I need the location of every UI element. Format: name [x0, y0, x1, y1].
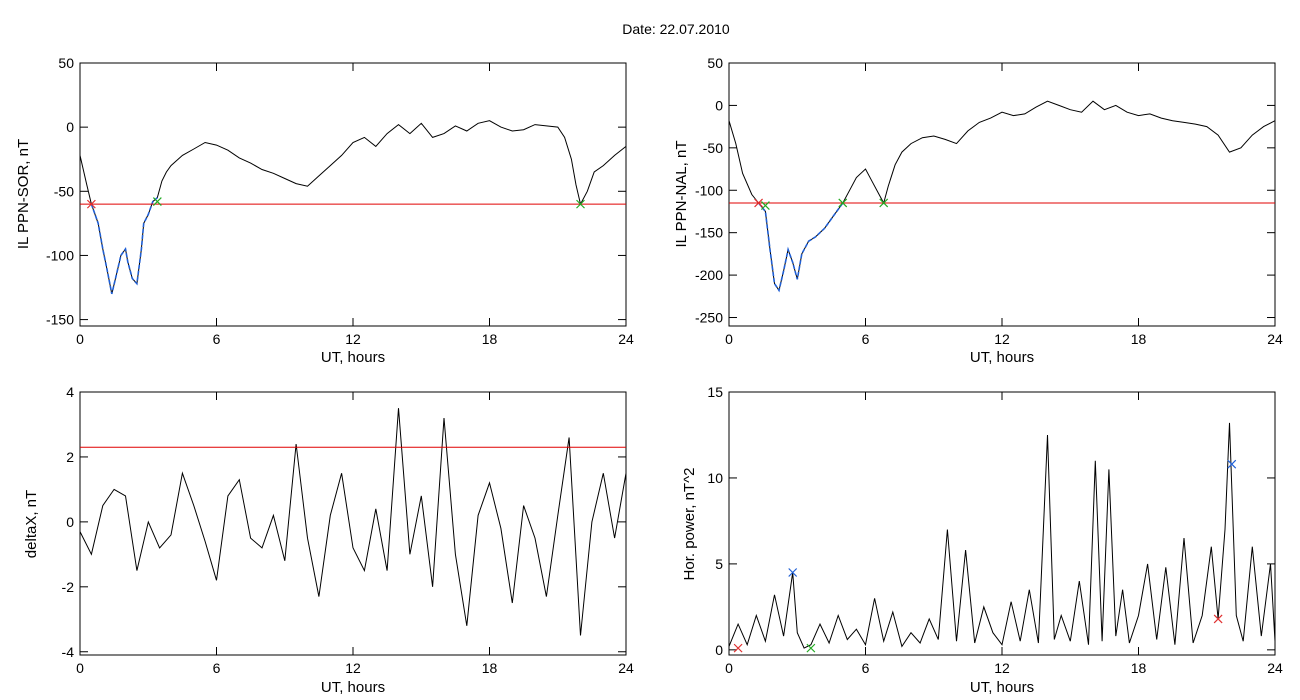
y-tick-label: 0	[715, 642, 723, 658]
x-axis-label-deltax: UT, hours	[321, 679, 385, 696]
x-tick-label: 0	[76, 660, 84, 676]
date-label: Date: 22.07.2010	[622, 21, 730, 37]
panel-nal: 0 6 12 18 24 -250 -200 -150 -100 -50 0 50 UT, hour…	[673, 55, 1283, 366]
y-ticks-deltax: -4 -2 0 2 4	[62, 384, 626, 660]
y-tick-label: 0	[66, 119, 74, 135]
data-trace-line	[79, 120, 627, 295]
y-tick-label: -250	[695, 310, 723, 326]
x-tick-label: 12	[345, 660, 361, 676]
y-ticks-nal: -250 -200 -150 -100 -50 0 50	[695, 55, 1275, 326]
event-marker-substorm	[788, 568, 798, 577]
y-tick-label: -50	[703, 140, 723, 156]
x-tick-label: 24	[618, 660, 634, 676]
plot-area-deltax	[79, 391, 627, 656]
event-marker-onset	[1213, 614, 1223, 624]
y-tick-label: 50	[707, 55, 723, 71]
series-deltax	[79, 408, 627, 636]
x-tick-label: 18	[482, 660, 498, 676]
y-tick-label: 0	[66, 514, 74, 530]
data-trace-line	[728, 100, 1276, 292]
event-marker-recovery	[576, 199, 585, 209]
x-tick-label: 12	[345, 331, 361, 347]
x-tick-label: 12	[994, 331, 1010, 347]
x-tick-label: 18	[1131, 660, 1147, 676]
x-ticks-sor: 0 6 12 18 24	[76, 63, 634, 347]
y-axis-label-nal: IL PPN-NAL, nT	[673, 141, 690, 248]
series-hpower	[728, 422, 1276, 653]
event-marker-recovery	[806, 643, 816, 653]
x-tick-label: 6	[862, 660, 870, 676]
x-ticks-nal: 0 6 12 18 24	[725, 63, 1283, 347]
x-tick-label: 24	[1267, 331, 1283, 347]
event-marker-recovery	[152, 197, 162, 206]
series-sor	[79, 120, 627, 295]
x-tick-label: 0	[725, 331, 733, 347]
y-axis-label-deltax: deltaX, nT	[23, 490, 40, 558]
y-tick-label: -2	[62, 579, 75, 595]
x-tick-label: 0	[76, 331, 84, 347]
event-marker-recovery	[760, 201, 770, 210]
y-ticks-sor: -150 -100 -50 0 50	[46, 55, 626, 328]
y-tick-label: 5	[715, 556, 723, 572]
x-axis-label-sor: UT, hours	[321, 349, 385, 366]
plot-area-sor	[79, 62, 627, 327]
event-marker-onset	[733, 643, 743, 653]
x-axis-label-hpower: UT, hours	[970, 679, 1034, 696]
data-trace-line	[728, 422, 1276, 649]
y-tick-label: -100	[46, 247, 74, 263]
y-axis-label-sor: IL PPN-SOR, nT	[15, 139, 32, 249]
x-tick-label: 18	[1131, 331, 1147, 347]
x-tick-label: 12	[994, 660, 1010, 676]
substorm-segment-line	[757, 202, 844, 293]
x-axis-label-nal: UT, hours	[970, 349, 1034, 366]
y-tick-label: 15	[707, 384, 723, 400]
plot-area-hpower	[728, 391, 1276, 656]
x-tick-label: 24	[618, 331, 634, 347]
x-tick-label: 6	[213, 331, 221, 347]
series-nal	[728, 100, 1276, 293]
event-marker-recovery	[879, 198, 889, 208]
y-tick-label: -50	[54, 183, 74, 199]
event-marker-onset	[86, 199, 96, 209]
event-marker-substorm	[1227, 459, 1237, 469]
x-tick-label: 24	[1267, 660, 1283, 676]
x-ticks-deltax: 0 6 12 18 24	[76, 392, 634, 676]
x-tick-label: 6	[862, 331, 870, 347]
panel-sor: 0 6 12 18 24 -150 -100 -50 0 50 UT, hours IL PPN…	[15, 55, 634, 366]
y-tick-label: -150	[695, 225, 723, 241]
y-tick-label: 50	[58, 55, 74, 71]
y-tick-label: -100	[695, 182, 723, 198]
y-tick-label: 0	[715, 97, 723, 113]
panel-hpower: 0 6 12 18 24 0 5 10 15 UT, hours Hor. power, nT…	[681, 384, 1283, 696]
plot-area-nal	[728, 62, 1276, 327]
substorm-segment-line	[90, 197, 158, 295]
y-tick-label: 2	[66, 449, 74, 465]
event-marker-onset	[754, 198, 763, 208]
x-tick-label: 0	[725, 660, 733, 676]
y-tick-label: -200	[695, 267, 723, 283]
x-ticks-hpower: 0 6 12 18 24	[725, 392, 1283, 676]
event-marker-recovery	[838, 198, 848, 208]
x-tick-label: 18	[482, 331, 498, 347]
data-trace-line	[79, 408, 627, 636]
y-tick-label: -150	[46, 312, 74, 328]
y-tick-label: -4	[62, 644, 75, 660]
x-tick-label: 6	[213, 660, 221, 676]
y-ticks-hpower: 0 5 10 15	[707, 384, 1275, 658]
y-tick-label: 4	[66, 384, 74, 400]
y-axis-label-hpower: Hor. power, nT^2	[681, 468, 698, 581]
y-tick-label: 10	[707, 470, 723, 486]
